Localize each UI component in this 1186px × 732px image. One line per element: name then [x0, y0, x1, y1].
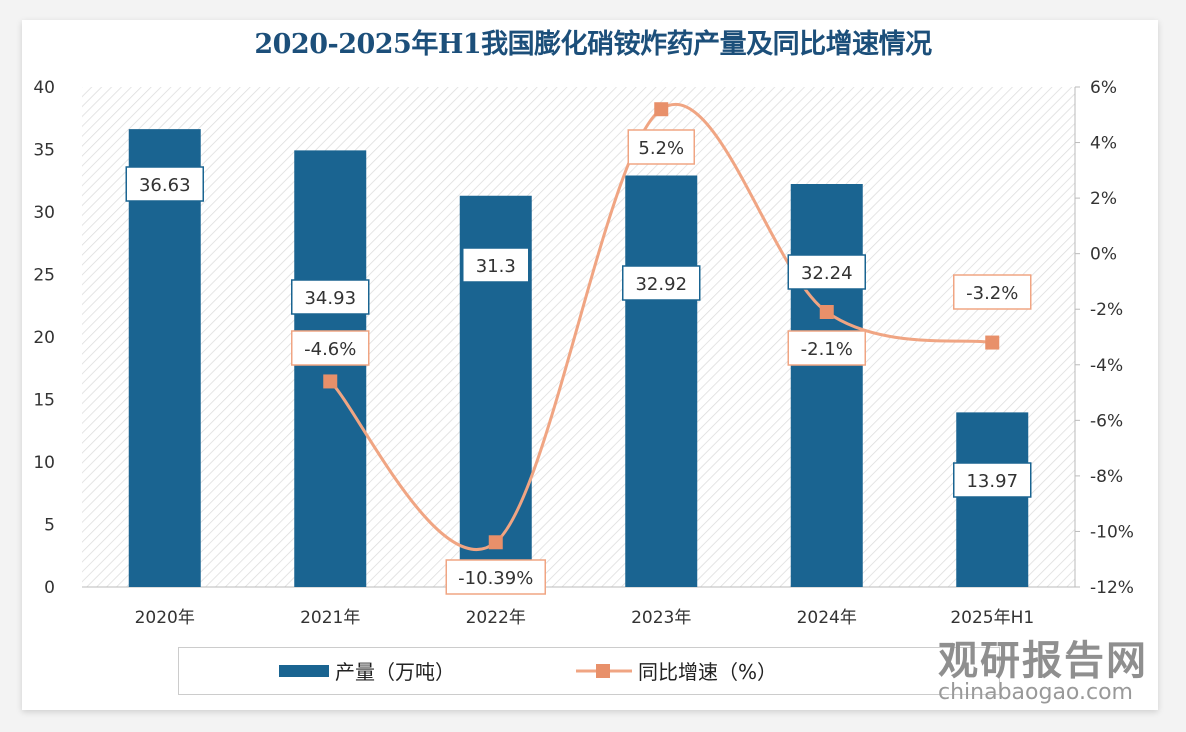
y-right-tick-label: -12%: [1090, 578, 1134, 598]
y-left-tick-label: 40: [33, 78, 55, 98]
y-right-tick-label: -6%: [1090, 411, 1123, 431]
legend-label: 同比增速（%）: [638, 660, 778, 684]
line-data-label: -3.2%: [966, 283, 1018, 304]
y-right-tick-label: 4%: [1090, 134, 1117, 154]
x-tick-label: 2023年: [631, 608, 691, 628]
legend: 产量（万吨） 同比增速（%）: [178, 647, 1000, 695]
bar: [790, 184, 863, 587]
legend-item-production: 产量（万吨）: [279, 656, 455, 685]
legend-line-swatch: [576, 663, 632, 678]
legend-label: 产量（万吨）: [335, 660, 455, 684]
y-right-tick-label: -10%: [1090, 522, 1134, 542]
y-left-tick-label: 5: [44, 516, 55, 536]
bar: [625, 175, 698, 587]
x-tick-label: 2025年H1: [950, 608, 1034, 628]
bar-data-label: 13.97: [966, 471, 1018, 492]
bar: [956, 412, 1029, 587]
bar-data-label: 31.3: [476, 256, 516, 277]
line-data-label-box: [953, 274, 1032, 310]
bar-data-label-box: [125, 166, 204, 202]
bar-data-label: 32.24: [801, 263, 853, 284]
y-right-tick-label: -8%: [1090, 467, 1123, 487]
line-data-label: -4.6%: [304, 339, 356, 360]
y-right-tick-label: 0%: [1090, 245, 1117, 265]
line-data-label: 5.2%: [638, 138, 684, 159]
y-left-tick-label: 35: [33, 141, 55, 161]
y-right-tick-label: -2%: [1090, 300, 1123, 320]
growth-marker: [654, 102, 669, 117]
y-left-tick-label: 30: [33, 203, 55, 223]
bar-data-label: 36.63: [139, 175, 191, 196]
x-tick-label: 2020年: [135, 608, 195, 628]
chart-title: 2020-2025年H1我国膨化硝铵炸药产量及同比增速情况: [254, 29, 932, 60]
legend-bar-swatch: [279, 664, 329, 677]
bar-data-label-box: [622, 265, 701, 301]
growth-marker: [488, 535, 503, 550]
line-data-label: -10.39%: [458, 568, 533, 589]
plot-area: [82, 87, 1075, 587]
bar-data-label: 32.92: [635, 274, 687, 295]
legend-item-growth: 同比增速（%）: [574, 656, 777, 685]
y-right-tick-label: -4%: [1090, 356, 1123, 376]
bar: [128, 129, 201, 587]
line-data-label-box: [627, 129, 695, 165]
bar-data-label-box: [953, 462, 1032, 498]
y-right-tick-label: 2%: [1090, 189, 1117, 209]
y-left-tick-label: 10: [33, 453, 55, 473]
line-data-label: -2.1%: [801, 339, 853, 360]
growth-marker: [985, 335, 1000, 350]
growth-marker: [819, 305, 834, 319]
y-left-tick-label: 15: [33, 391, 55, 411]
line-data-label-box: [291, 330, 370, 366]
x-tick-label: 2021年: [300, 608, 360, 628]
line-data-label-box: [445, 559, 546, 595]
x-tick-label: 2024年: [797, 608, 857, 628]
y-right-tick-label: 6%: [1090, 78, 1117, 98]
bar-data-label-box: [462, 247, 530, 283]
bar-data-label-box: [291, 279, 370, 315]
bar-data-label-box: [787, 254, 866, 290]
bar: [294, 150, 367, 587]
bar-data-label: 34.93: [304, 288, 356, 309]
y-left-tick-label: 20: [33, 328, 55, 348]
y-left-tick-label: 25: [33, 266, 55, 286]
x-tick-label: 2022年: [466, 608, 526, 628]
watermark-logo: 观研报告网 chinabaogao.com: [938, 638, 1148, 705]
growth-marker: [323, 374, 338, 389]
y-left-tick-label: 0: [44, 578, 55, 598]
line-data-label-box: [787, 330, 866, 366]
